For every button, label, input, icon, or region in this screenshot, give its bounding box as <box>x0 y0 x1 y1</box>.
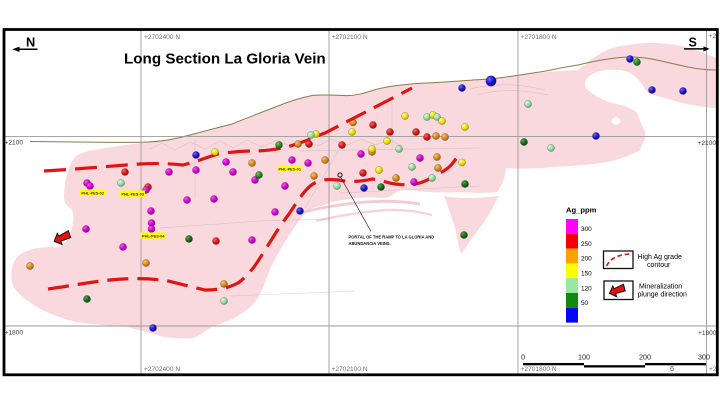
svg-text:300: 300 <box>581 226 592 233</box>
svg-text:S: S <box>689 35 697 49</box>
svg-text:+2702100 N: +2702100 N <box>332 34 368 41</box>
svg-text:+2: +2 <box>709 366 717 373</box>
svg-text:ABUNDANCIA VEINS.: ABUNDANCIA VEINS. <box>349 241 391 246</box>
svg-text:+1800: +1800 <box>698 330 717 337</box>
svg-text:+2: +2 <box>709 33 717 40</box>
svg-text:200: 200 <box>581 256 592 263</box>
svg-text:N: N <box>26 35 35 50</box>
svg-text:PORTAL OF THE RAMP TO LA GLORI: PORTAL OF THE RAMP TO LA GLORIA AND <box>349 234 435 239</box>
svg-text:PHL-PES-02: PHL-PES-02 <box>82 190 105 195</box>
svg-text:250: 250 <box>581 241 592 248</box>
svg-text:120: 120 <box>581 285 592 292</box>
svg-text:Long Section La Gloria Vein: Long Section La Gloria Vein <box>124 51 326 68</box>
svg-text:+2100: +2100 <box>698 140 717 147</box>
svg-text:High Ag grade: High Ag grade <box>638 254 682 261</box>
svg-text:+1800: +1800 <box>5 330 24 337</box>
svg-text:200: 200 <box>639 353 651 362</box>
svg-text:300: 300 <box>698 353 710 362</box>
svg-text:+2100: +2100 <box>5 140 24 147</box>
svg-text:Ag_ppm: Ag_ppm <box>566 206 597 215</box>
svg-text:150: 150 <box>581 271 592 278</box>
svg-text:Mineralization: Mineralization <box>639 284 682 291</box>
svg-text:+2702100 N: +2702100 N <box>332 366 368 373</box>
svg-text:PHL-PES-04: PHL-PES-04 <box>142 233 165 238</box>
svg-text:+2702400 N: +2702400 N <box>144 366 180 373</box>
svg-text:0: 0 <box>521 353 525 362</box>
svg-text:+2702400 N: +2702400 N <box>144 34 180 41</box>
svg-text:6: 6 <box>670 364 674 373</box>
svg-text:plunge direction: plunge direction <box>638 292 688 299</box>
svg-text:100: 100 <box>578 353 590 362</box>
svg-text:PHL-PES-03: PHL-PES-03 <box>122 191 145 196</box>
svg-text:PHL-PES-01: PHL-PES-01 <box>279 166 302 171</box>
svg-text:+2701800 N: +2701800 N <box>521 34 557 41</box>
svg-text:contour: contour <box>647 262 671 269</box>
svg-text:50: 50 <box>581 300 589 307</box>
svg-text:+2701800 N: +2701800 N <box>521 366 557 373</box>
